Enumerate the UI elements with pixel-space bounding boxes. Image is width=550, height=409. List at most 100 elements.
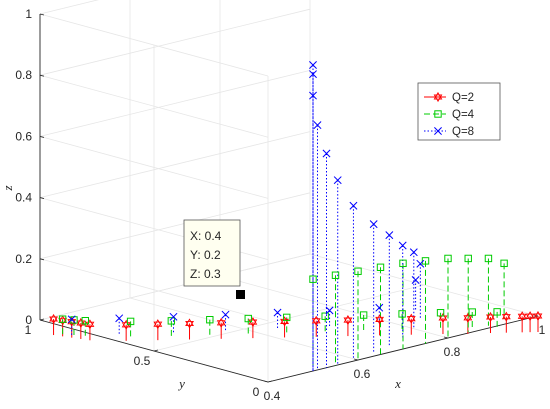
data-point <box>533 310 543 322</box>
y-tick-label: 0.5 <box>134 354 151 368</box>
grid-line-z-side <box>39 136 269 199</box>
hexagram-triangle-up <box>525 311 535 319</box>
x-tick-label: 1 <box>539 323 546 337</box>
data-point <box>398 310 406 318</box>
data-tip-box <box>183 219 241 287</box>
hexagram-triangle-up <box>49 313 58 322</box>
hexagram-triangle-down <box>433 94 443 103</box>
hexagram-triangle-up <box>438 312 448 321</box>
hexagram-triangle-down <box>49 316 58 325</box>
x-marker-stroke <box>115 314 124 323</box>
legend-marker <box>434 110 442 118</box>
hexagram-triangle-up <box>311 315 321 324</box>
data-point <box>309 91 317 100</box>
data-tip-x: X: 0.4 <box>190 229 222 243</box>
z-tick-mark <box>39 135 45 138</box>
data-tip[interactable]: X: 0.4 Y: 0.2 Z: 0.3 <box>183 219 245 299</box>
x-marker-stroke <box>434 127 442 135</box>
data-point <box>406 313 416 324</box>
hexagram-triangle-down <box>185 320 194 329</box>
hexagram-triangle-up <box>433 91 443 100</box>
data-point <box>121 319 131 330</box>
hexagram-triangle-up <box>76 317 86 326</box>
hexagram-triangle-down <box>343 317 353 326</box>
data-point <box>343 315 353 326</box>
z-tick-mark <box>39 319 45 322</box>
data-point <box>309 70 317 79</box>
hexagram-triangle-up <box>486 311 495 320</box>
x-marker-stroke <box>325 306 334 315</box>
data-point <box>67 315 76 324</box>
hexagram-triangle-up <box>533 310 543 319</box>
data-point <box>167 317 176 325</box>
hexagram-triangle-down <box>406 316 416 324</box>
x-marker-stroke <box>375 303 384 312</box>
y-tick-label: 0 <box>253 385 260 399</box>
data-point <box>369 220 378 229</box>
data-point <box>169 312 178 321</box>
data-point <box>399 259 407 268</box>
series-1 <box>49 310 543 330</box>
data-point <box>468 308 476 316</box>
data-point <box>525 311 535 322</box>
z-tick-mark <box>39 197 45 200</box>
z-tick-mark <box>39 258 45 261</box>
x-marker-stroke <box>322 149 331 158</box>
x-tick-label: 0.4 <box>264 389 281 403</box>
y-axis-title: y <box>177 376 185 391</box>
z-tick-label: 0.8 <box>15 68 32 82</box>
data-point <box>385 231 394 240</box>
hexagram-triangle-down <box>248 319 258 328</box>
grid-line-z-back <box>39 131 311 198</box>
data-point <box>309 61 317 69</box>
data-point <box>493 308 501 316</box>
legend-marker <box>433 91 443 103</box>
grid-line-z-back <box>39 0 99 15</box>
legend-entry-1: Q=2 <box>424 91 474 104</box>
x-marker-stroke <box>309 61 317 69</box>
hexagram-triangle-down <box>311 318 321 326</box>
data-point <box>354 267 362 275</box>
data-point <box>322 149 331 158</box>
data-point <box>416 259 425 268</box>
hexagram-triangle-down <box>463 315 473 323</box>
x-marker-stroke <box>309 70 317 79</box>
data-point <box>349 201 358 210</box>
z-tick-label: 0.6 <box>15 129 32 143</box>
z-tick-mark <box>39 74 45 77</box>
x-marker-stroke <box>416 259 425 268</box>
data-point <box>58 315 67 323</box>
hexagram-triangle-down <box>501 314 511 322</box>
data-point <box>115 314 124 323</box>
data-point <box>517 311 527 322</box>
hexagram-triangle-down <box>85 321 95 330</box>
x-tick-mark <box>263 380 269 383</box>
x-marker-stroke <box>398 241 407 250</box>
data-point <box>375 303 384 312</box>
data-point <box>283 313 291 322</box>
data-point <box>313 121 322 130</box>
z-tick-label: 0 <box>25 313 32 327</box>
legend: Q=2 Q=4 Q=8 <box>417 82 501 141</box>
x-marker-stroke <box>409 248 418 257</box>
data-point <box>206 316 214 324</box>
hexagram-triangle-down <box>58 317 68 326</box>
data-point <box>273 308 282 317</box>
legend-label: Q=8 <box>452 126 474 138</box>
data-point <box>421 257 430 265</box>
data-point <box>216 317 226 328</box>
x-marker-stroke <box>273 308 282 317</box>
z-tick-label: 0.4 <box>15 191 32 205</box>
data-point <box>464 254 472 263</box>
hexagram-triangle-up <box>517 311 527 319</box>
data-point <box>501 311 511 322</box>
data-point <box>311 315 321 326</box>
data-point <box>126 317 135 326</box>
data-point <box>221 310 230 319</box>
data-point <box>333 176 342 185</box>
stems <box>53 65 539 371</box>
z-tick-mark <box>39 13 45 16</box>
data-point <box>331 271 340 279</box>
